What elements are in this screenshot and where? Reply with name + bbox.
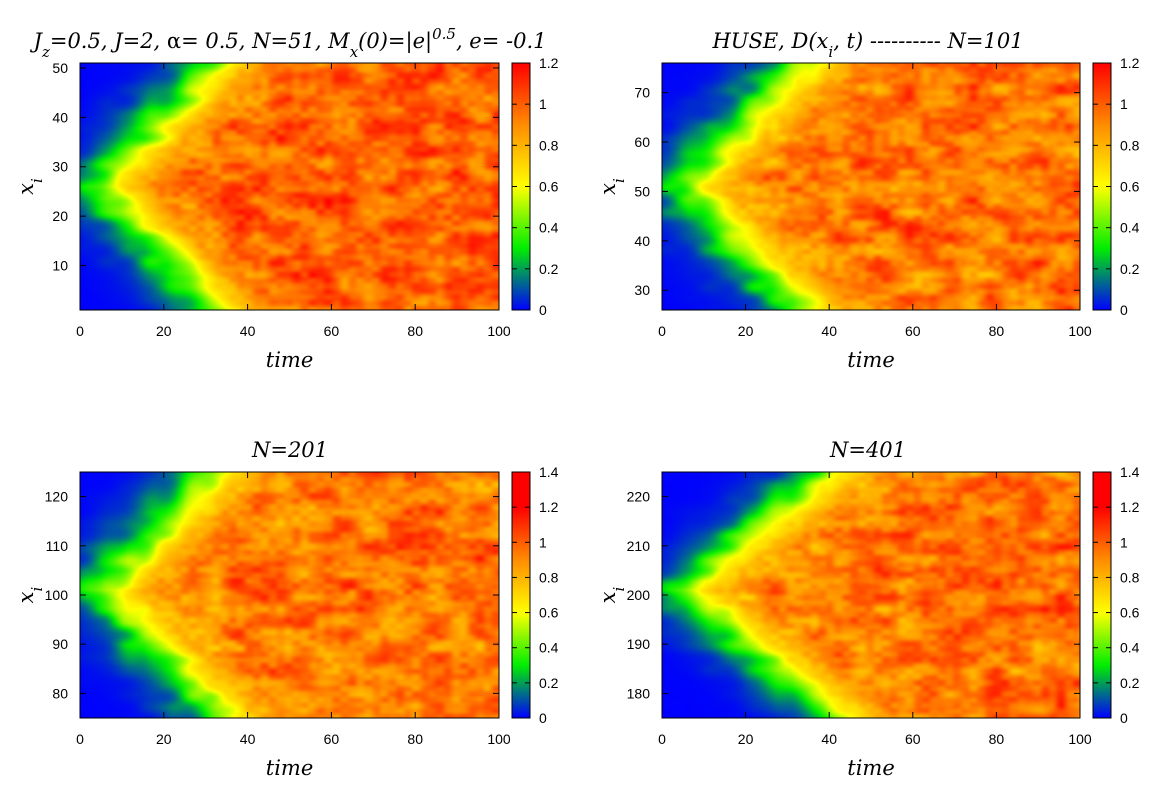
x-tick-label: 0 [658,323,666,339]
heatmap-panel-3: 0 20 40 60 80 100 80 90 100 110 120 N=201 time xi 0 0.2… [14,438,559,780]
heatmap-image [80,63,499,310]
heatmap-image [662,63,1080,310]
colorbar-tick-label: 0.8 [1120,137,1140,153]
y-axis-label: xi [14,586,46,603]
colorbar-tick-label: 1.2 [1120,499,1140,515]
heatmap-panel-4: 0 20 40 60 80 100 180 190 200 210 220 N=401 time xi 0 0… [596,438,1140,780]
x-axis-label: time [266,348,314,372]
colorbar-tick-label: 1.4 [1120,464,1140,480]
y-tick-label: 50 [52,60,68,76]
y-tick-label: 190 [627,636,651,652]
x-tick-label: 80 [989,731,1005,747]
y-tick-label: 50 [634,183,650,199]
colorbar-tick-label: 0.2 [539,675,559,691]
x-tick-label: 60 [324,731,340,747]
x-tick-label: 40 [240,731,256,747]
heatmap-image [662,472,1080,718]
colorbar-tick-label: 1.2 [539,55,559,71]
panel-title: N=401 [829,438,906,462]
colorbar-tick-label: 0 [1120,302,1128,318]
x-tick-label: 100 [1068,731,1092,747]
colorbar-tick-label: 0.2 [1120,261,1140,277]
plot-frame [79,62,500,311]
colorbar-tick-label: 1 [539,96,547,112]
colorbar-tick-label: 1 [539,534,547,550]
colorbar-tick-label: 0.8 [1120,569,1140,585]
x-tick-label: 60 [905,731,921,747]
x-tick-label: 0 [658,731,666,747]
x-tick-label: 40 [821,731,837,747]
colorbar-tick-label: 0.2 [1120,675,1140,691]
y-tick-label: 200 [627,587,651,603]
y-tick-label: 90 [52,636,68,652]
colorbar-tick-label: 0.2 [539,261,559,277]
colorbar-tick-label: 0.4 [539,220,559,236]
colorbar-tick-label: 0.4 [539,640,559,656]
colorbar-tick-label: 0.6 [539,179,559,195]
colorbar-tick-label: 1.2 [1120,55,1140,71]
y-tick-label: 220 [627,489,651,505]
panel-title: HUSE, D(xi, t) ---------- N=101 [711,29,1023,61]
y-tick-label: 120 [45,489,69,505]
colorbar-tick-label: 0 [539,302,547,318]
colorbar-tick-label: 1 [1120,96,1128,112]
colorbar [511,471,531,719]
x-axis-label: time [847,348,895,372]
colorbar-tick-label: 0 [539,710,547,726]
y-tick-label: 180 [627,685,651,701]
x-tick-label: 20 [738,323,754,339]
y-tick-label: 10 [52,258,68,274]
x-tick-label: 100 [487,323,511,339]
colorbar-tick-label: 0 [1120,710,1128,726]
heatmap-panel-2: 0 20 40 60 80 100 30 40 50 60 70 HUSE, D(xi, t) ---… [596,29,1140,372]
y-tick-label: 100 [45,587,69,603]
y-tick-label: 40 [634,233,650,249]
x-tick-label: 40 [821,323,837,339]
colorbar-tick-label: 0.4 [1120,220,1140,236]
colorbar-tick-label: 0.6 [539,605,559,621]
y-tick-label: 110 [46,538,69,554]
y-tick-label: 70 [634,85,650,101]
colorbar-tick-label: 1.4 [539,464,559,480]
x-tick-label: 0 [76,323,84,339]
colorbar-tick-label: 0.6 [1120,605,1140,621]
y-tick-label: 40 [52,109,68,125]
y-axis-label: xi [14,178,46,195]
y-tick-label: 30 [52,159,68,175]
x-tick-label: 20 [738,731,754,747]
y-tick-label: 210 [627,538,651,554]
x-tick-label: 80 [407,323,423,339]
x-tick-label: 20 [156,323,172,339]
x-tick-label: 60 [324,323,340,339]
colorbar-tick-label: 1 [1120,534,1128,550]
x-tick-label: 20 [156,731,172,747]
x-axis-label: time [266,756,314,780]
x-tick-label: 60 [905,323,921,339]
plot-frame [661,62,1081,311]
x-tick-label: 40 [240,323,256,339]
colorbar-tick-label: 1.2 [539,499,559,515]
x-tick-label: 80 [407,731,423,747]
y-tick-label: 80 [52,685,68,701]
y-tick-label: 60 [634,134,650,150]
y-axis-label: xi [596,178,628,195]
x-tick-label: 80 [989,323,1005,339]
x-tick-label: 0 [76,731,84,747]
colorbar-tick-label: 0.6 [1120,179,1140,195]
heatmap-image [80,472,499,718]
x-axis-label: time [847,756,895,780]
y-axis-label: xi [596,586,628,603]
panel-title: Jz=0.5, J=2, α= 0.5, N=51, Mx(0)=|e|0.5,… [30,25,547,61]
panel-title: N=201 [251,438,328,462]
y-tick-label: 20 [52,208,68,224]
colorbar-tick-label: 0.8 [539,137,559,153]
colorbar-tick-label: 0.4 [1120,640,1140,656]
x-tick-label: 100 [487,731,511,747]
colorbar [1092,471,1112,719]
x-tick-label: 100 [1068,323,1092,339]
colorbar-tick-label: 0.8 [539,569,559,585]
y-tick-label: 30 [634,282,650,298]
